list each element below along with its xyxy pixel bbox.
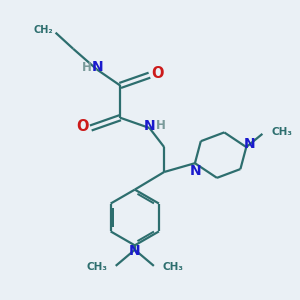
Text: CH₃: CH₃ — [86, 262, 107, 272]
Text: CH₂: CH₂ — [33, 25, 53, 35]
Text: N: N — [129, 244, 141, 258]
Text: N: N — [144, 119, 156, 133]
Text: H: H — [82, 61, 92, 74]
Text: O: O — [152, 66, 164, 81]
Text: H: H — [156, 119, 166, 132]
Text: N: N — [92, 60, 103, 74]
Text: CH₃: CH₃ — [162, 262, 183, 272]
Text: O: O — [76, 119, 89, 134]
Text: CH₃: CH₃ — [272, 127, 293, 136]
Text: N: N — [244, 137, 256, 151]
Text: N: N — [190, 164, 202, 178]
